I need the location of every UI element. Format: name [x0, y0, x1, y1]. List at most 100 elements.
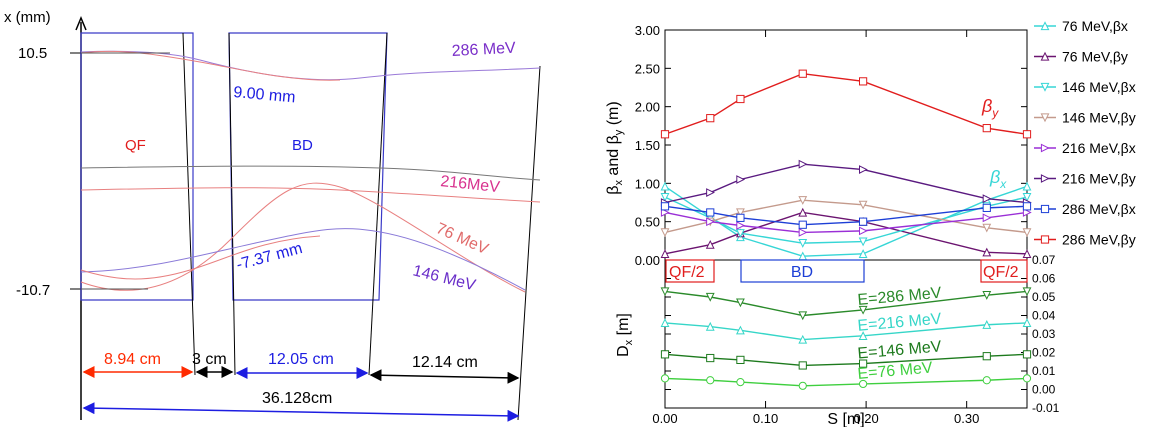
beta-series-point	[858, 217, 868, 226]
disp-series-point	[706, 353, 715, 363]
disp-series-line-2	[664, 353, 1028, 367]
beta-series-point	[1022, 208, 1032, 217]
dim-1214	[369, 369, 520, 384]
inline-beta-x: βx	[989, 167, 1007, 191]
dim-894-label: 8.94 cm	[104, 351, 161, 368]
disp-series-line-1	[664, 322, 1028, 341]
annot-9mm: 9.00 mm	[233, 84, 296, 106]
bottom-y-tick-label: 0.03	[1032, 327, 1056, 341]
disp-series-point	[798, 381, 807, 390]
bottom-y-tick-label: 0.02	[1032, 346, 1056, 360]
label-146: 146 MeV	[411, 262, 478, 294]
beta-series-point	[858, 77, 868, 86]
beta-series-point	[660, 181, 670, 191]
beta-series-point	[660, 193, 670, 202]
beta-series-point	[798, 207, 808, 217]
inline-beta-y: βy	[981, 96, 999, 120]
envelope-216-gray	[80, 165, 541, 181]
qf-label: QF	[125, 137, 146, 154]
x-axis: 0.00 0.10 0.20 0.30	[652, 30, 979, 426]
envelope-286-upper-red	[80, 50, 341, 81]
disp-series-point	[1022, 318, 1032, 327]
legend-marker	[1040, 174, 1050, 183]
disp-series-point	[858, 331, 868, 340]
dispersion-series-label: E=216 MeV	[857, 311, 943, 335]
beta-series-point	[660, 202, 670, 211]
end-edge	[517, 65, 541, 421]
beta-series-point	[1022, 193, 1032, 202]
qf-edge	[182, 32, 196, 376]
beta-series-point	[858, 226, 868, 236]
disp-series-point	[660, 350, 670, 359]
beta-series-point	[798, 196, 808, 205]
envelope-76	[80, 182, 526, 293]
label-216: 216MeV	[440, 173, 501, 196]
diagram-y-top-label: 10.5	[18, 45, 47, 62]
top-y-tick-label: 2.50	[635, 61, 660, 76]
dim-1214-label: 12.14 cm	[412, 354, 478, 371]
disp-series-point	[982, 352, 991, 361]
beta-series-point	[982, 203, 991, 212]
beta-series-point	[858, 165, 868, 174]
beta-series-point	[858, 200, 868, 210]
beta-series-point	[982, 213, 992, 223]
disp-series-point	[982, 320, 992, 329]
bottom-y-label: Dx [m]	[615, 313, 635, 357]
legend-marker	[1040, 21, 1050, 31]
disp-series-point	[1022, 287, 1032, 297]
disp-series-point	[705, 292, 715, 302]
bottom-y-tick-label: 0.00	[1032, 383, 1056, 397]
beta-series-point	[982, 247, 992, 257]
beta-series-point	[798, 239, 808, 248]
beta-series-point	[736, 208, 745, 218]
dim-1205-label: 12.05 cm	[268, 351, 334, 368]
disp-series-point	[982, 376, 991, 385]
legend-label: 76 MeV,βx	[1062, 18, 1128, 34]
disp-series-point	[858, 359, 868, 368]
disp-series-point	[736, 378, 745, 387]
beta-series-point	[660, 208, 670, 217]
legend-marker	[1040, 235, 1050, 244]
qf-magnet-box	[80, 32, 194, 301]
disp-series-point	[1022, 374, 1032, 383]
beta-series-point	[798, 159, 808, 169]
beta-series-point	[1022, 202, 1032, 211]
disp-series-point	[1022, 350, 1032, 359]
x-tick-label: 0.30	[954, 411, 979, 426]
disp-series-point	[858, 305, 868, 315]
disp-series-point	[798, 361, 807, 370]
disp-series-point	[660, 318, 670, 327]
top-y-tick-label: 0.50	[635, 215, 660, 230]
bottom-y-tick-label: 0.07	[1032, 253, 1056, 267]
beta-series-line-5	[664, 163, 1028, 204]
qf-half-left-box	[665, 259, 715, 283]
disp-series-point	[982, 291, 992, 300]
diagram-y-label: x (mm)	[4, 9, 51, 26]
dim-3-label: 3 cm	[192, 351, 227, 368]
beta-series-point	[706, 217, 715, 227]
top-y-tick-label: 1.50	[635, 138, 660, 153]
disp-series-point	[736, 325, 745, 335]
legend-label: 216 MeV,βx	[1062, 140, 1136, 156]
disp-series-line-0	[664, 290, 1028, 317]
top-y-tick-label: 0.00	[635, 253, 660, 268]
disp-series-point	[736, 355, 745, 364]
qf-half-right-label: QF/2	[983, 264, 1019, 281]
beta-series-point	[982, 124, 991, 133]
bd-box	[740, 259, 865, 283]
lattice-diagram: x (mm) 10.5 -10.7 QF BD 286 MeV 216MeV 7…	[4, 9, 541, 422]
legend-marker	[1040, 113, 1050, 123]
twiss-chart: 0.000.501.001.502.002.503.00 -0.010.000.…	[605, 18, 1136, 427]
beta-series-point	[982, 223, 992, 233]
legend-label: 286 MeV,βx	[1062, 201, 1136, 217]
beta-series-point	[798, 220, 807, 229]
bottom-y-tick-label: 0.01	[1032, 364, 1056, 378]
label-286: 286 MeV	[451, 40, 516, 60]
diagram-y-axis-arrow	[75, 16, 87, 31]
beta-series-point	[736, 221, 746, 230]
envelope-146	[80, 228, 526, 291]
bd-label: BD	[292, 137, 313, 154]
disp-series-point	[706, 376, 715, 385]
